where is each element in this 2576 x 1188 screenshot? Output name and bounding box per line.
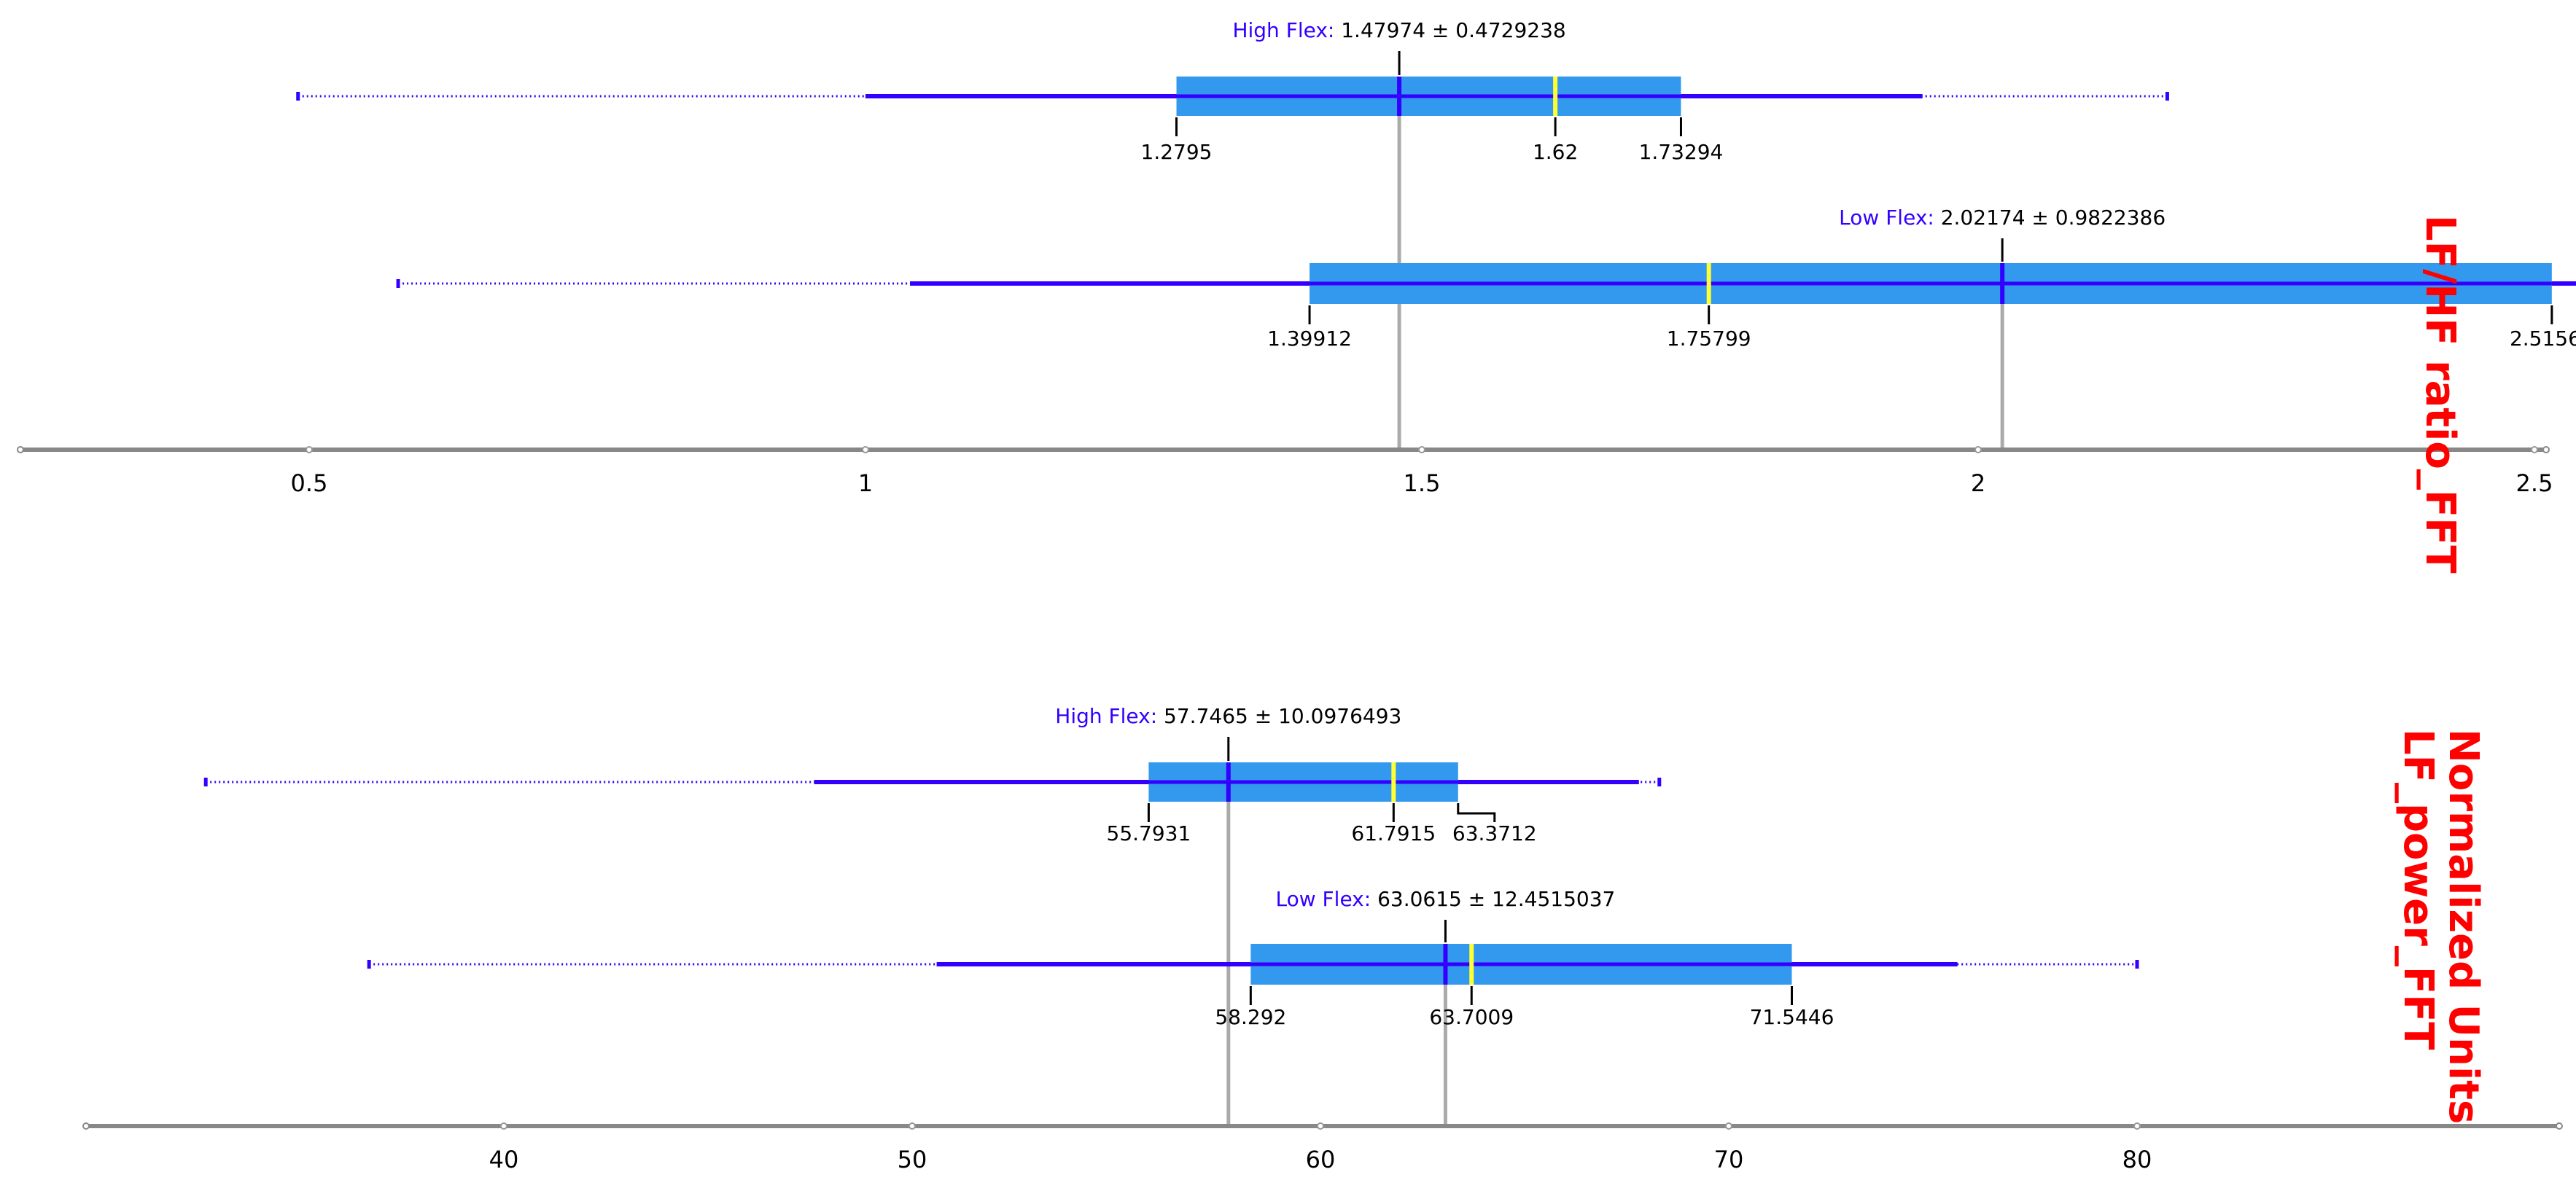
group-name: Low Flex: <box>1276 887 1378 911</box>
axis-tick-label: 60 <box>1306 1146 1336 1173</box>
mean-sd-value: 63.0615 ± 12.4515037 <box>1377 887 1615 911</box>
axis-tick-mark <box>500 1122 507 1130</box>
axis-tick-label: 1.5 <box>1404 469 1441 497</box>
mean-label: High Flex: 1.47974 ± 0.4729238 <box>1232 18 1565 42</box>
axis-tick-label: 80 <box>2122 1146 2152 1173</box>
group-name: High Flex: <box>1232 18 1341 42</box>
median-label: 61.7915 <box>1351 821 1436 845</box>
q3-label: 63.3712 <box>1452 821 1537 845</box>
axis-tick-label: 1 <box>858 469 873 497</box>
variable-title-line: LF_power_FFT <box>2394 729 2442 1050</box>
axis-end-marker <box>2542 446 2550 453</box>
group-name: High Flex: <box>1055 704 1164 728</box>
q1-label: 58.292 <box>1215 1005 1286 1029</box>
label-leader <box>1457 803 1496 822</box>
axis-tick-label: 2 <box>1971 469 1985 497</box>
variable-title-line: LF/HF ratio_FFT <box>2416 215 2464 574</box>
mean-sd-value: 1.47974 ± 0.4729238 <box>1341 18 1565 42</box>
axis-tick-label: 2.5 <box>2516 469 2553 497</box>
median-label: 1.75799 <box>1667 327 1751 351</box>
axis-tick-label: 50 <box>898 1146 927 1173</box>
group-low-flex: Low Flex: 63.0615 ± 12.4515037 58.292 63.7… <box>367 887 2139 1029</box>
mean-label: Low Flex: 63.0615 ± 12.4515037 <box>1276 887 1616 911</box>
axis-tick-mark <box>862 446 869 453</box>
group-low-flex: Low Flex: 2.02174 ± 0.9822386 1.39912 1.75… <box>396 206 2576 351</box>
axis-tick-mark <box>306 446 313 453</box>
q1-label: 55.7931 <box>1107 821 1191 845</box>
group-high-flex: High Flex: 1.47974 ± 0.4729238 1.2795 1.62… <box>296 18 2169 164</box>
mean-sd-value: 57.7465 ± 10.0976493 <box>1164 704 1401 728</box>
chart-panel-1: 0.511.522.533.54High Flex: 1.47974 ± 0.4… <box>17 18 2576 574</box>
variable-title: LF/HF ratio_FFT <box>2416 215 2464 574</box>
axis-tick-mark <box>1974 446 1982 453</box>
mean-sd-value: 2.02174 ± 0.9822386 <box>1941 206 2166 230</box>
mean-label: Low Flex: 2.02174 ± 0.9822386 <box>1839 206 2166 230</box>
chart-panel-2: 40 50 60 70 80 High Flex: 57.7465 ± 10.097649… <box>82 704 2563 1173</box>
axis-end-marker <box>17 446 24 453</box>
q3-label: 2.51562 <box>2510 327 2576 351</box>
axis-end-marker <box>2556 1122 2563 1130</box>
group-high-flex: High Flex: 57.7465 ± 10.0976493 55.7931 61… <box>203 704 1662 845</box>
mean-label: High Flex: 57.7465 ± 10.0976493 <box>1055 704 1401 728</box>
q3-label: 71.5446 <box>1750 1005 1834 1029</box>
group-name: Low Flex: <box>1839 206 1941 230</box>
axis-tick-mark <box>1317 1122 1324 1130</box>
axis-tick-mark <box>908 1122 916 1130</box>
axis-tick-mark <box>1418 446 1425 453</box>
axis-tick-label: 70 <box>1714 1146 1744 1173</box>
axis-tick-label: 0.5 <box>291 469 328 497</box>
axis-end-marker <box>82 1122 90 1130</box>
q1-label: 1.39912 <box>1267 327 1352 351</box>
variable-title-line: Normalized Units <box>2440 729 2487 1124</box>
q1-label: 1.2795 <box>1141 140 1213 164</box>
q3-label: 1.73294 <box>1639 140 1724 164</box>
axis-tick-mark <box>2133 1122 2141 1130</box>
axis-tick-label: 40 <box>489 1146 519 1173</box>
axis-tick-mark <box>1725 1122 1732 1130</box>
median-label: 1.62 <box>1533 140 1578 164</box>
axis-tick-mark <box>2531 446 2538 453</box>
median-label: 63.7009 <box>1429 1005 1514 1029</box>
